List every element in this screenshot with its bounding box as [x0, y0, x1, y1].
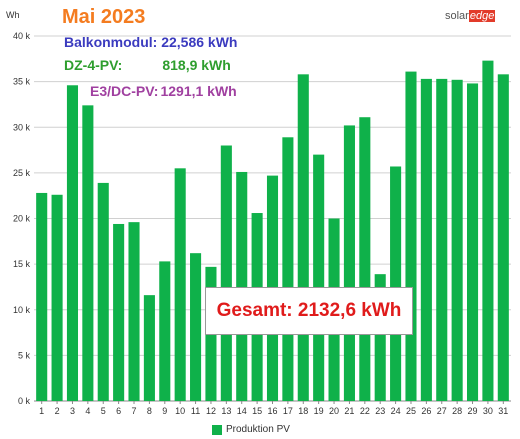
bar [97, 182, 109, 401]
x-tick-label: 31 [498, 406, 508, 416]
y-tick-label: 25 k [13, 168, 31, 178]
x-tick-label: 4 [85, 406, 90, 416]
x-tick-label: 25 [406, 406, 416, 416]
y-axis-unit: Wh [6, 10, 20, 20]
e3dc-summary: E3/DC-PV: 1291,1 kWh [90, 83, 237, 99]
e3dc-value: 1291,1 kWh [160, 83, 237, 99]
x-tick-label: 2 [55, 406, 60, 416]
total-text: Gesamt: 2132,6 kWh [216, 300, 402, 321]
solaredge-logo: solaredge [445, 10, 496, 22]
dz4-value: 818,9 kWh [162, 57, 231, 73]
bar [174, 168, 186, 401]
bar [497, 74, 509, 401]
y-tick-label: 20 k [13, 214, 31, 224]
x-tick-label: 3 [70, 406, 75, 416]
x-tick-label: 27 [437, 406, 447, 416]
x-tick-label: 17 [283, 406, 293, 416]
balkonmodul-summary: Balkonmodul: 22,586 kWh [64, 34, 238, 50]
bar [359, 117, 371, 402]
y-tick-label: 15 k [13, 259, 31, 269]
x-tick-label: 9 [162, 406, 167, 416]
bar [51, 194, 63, 401]
x-tick-label: 30 [483, 406, 493, 416]
x-tick-label: 7 [132, 406, 137, 416]
bar [297, 74, 309, 401]
bar [36, 192, 48, 401]
x-tick-label: 28 [452, 406, 462, 416]
x-tick-label: 26 [421, 406, 431, 416]
y-tick-label: 30 k [13, 122, 31, 132]
dz4-label: DZ-4-PV: [64, 57, 123, 73]
bar [313, 154, 325, 401]
bar [220, 145, 232, 401]
bar [451, 79, 463, 402]
legend-swatch [212, 424, 222, 435]
x-tick-label: 29 [468, 406, 478, 416]
x-tick-label: 13 [221, 406, 231, 416]
x-tick-label: 22 [360, 406, 370, 416]
bar [343, 125, 355, 402]
x-tick-label: 6 [116, 406, 121, 416]
bar [436, 78, 448, 401]
bar [482, 60, 494, 401]
bar [236, 171, 248, 401]
bar [113, 223, 125, 401]
x-tick-label: 24 [391, 406, 401, 416]
bar [128, 222, 140, 401]
x-tick-label: 16 [267, 406, 277, 416]
x-tick-label: 18 [298, 406, 308, 416]
bar [159, 261, 171, 401]
y-tick-label: 40 k [13, 31, 31, 41]
bar [390, 166, 402, 401]
y-tick-label: 5 k [18, 350, 31, 360]
dz4-summary: DZ-4-PV: 818,9 kWh [64, 57, 231, 73]
bar [282, 137, 294, 401]
legend-label: Produktion PV [226, 424, 290, 435]
x-tick-label: 5 [101, 406, 106, 416]
bar [143, 295, 155, 401]
y-tick-label: 35 k [13, 77, 31, 87]
x-tick-label: 12 [206, 406, 216, 416]
x-tick-label: 20 [329, 406, 339, 416]
bar [374, 274, 386, 401]
bar [420, 78, 432, 401]
x-tick-label: 10 [175, 406, 185, 416]
bar [466, 83, 479, 401]
x-tick-label: 8 [147, 406, 152, 416]
x-tick-label: 19 [314, 406, 324, 416]
legend[interactable]: Produktion PV [212, 424, 290, 435]
bar [82, 105, 94, 401]
bar [405, 71, 417, 402]
x-tick-label: 14 [237, 406, 247, 416]
x-tick-label: 23 [375, 406, 385, 416]
x-tick-label: 1 [39, 406, 44, 416]
logo-edge: edge [468, 10, 496, 22]
x-tick-label: 11 [191, 406, 200, 416]
x-tick-label: 21 [344, 406, 354, 416]
y-tick-label: 0 k [18, 396, 31, 406]
bar [190, 253, 202, 401]
e3dc-label: E3/DC-PV: [90, 83, 159, 99]
x-tick-label: 15 [252, 406, 262, 416]
logo-solar: solar [445, 10, 469, 22]
y-tick-label: 10 k [13, 305, 31, 315]
chart-title: Mai 2023 [62, 6, 146, 28]
total-box: Gesamt: 2132,6 kWh [205, 287, 413, 335]
bar [66, 85, 79, 402]
